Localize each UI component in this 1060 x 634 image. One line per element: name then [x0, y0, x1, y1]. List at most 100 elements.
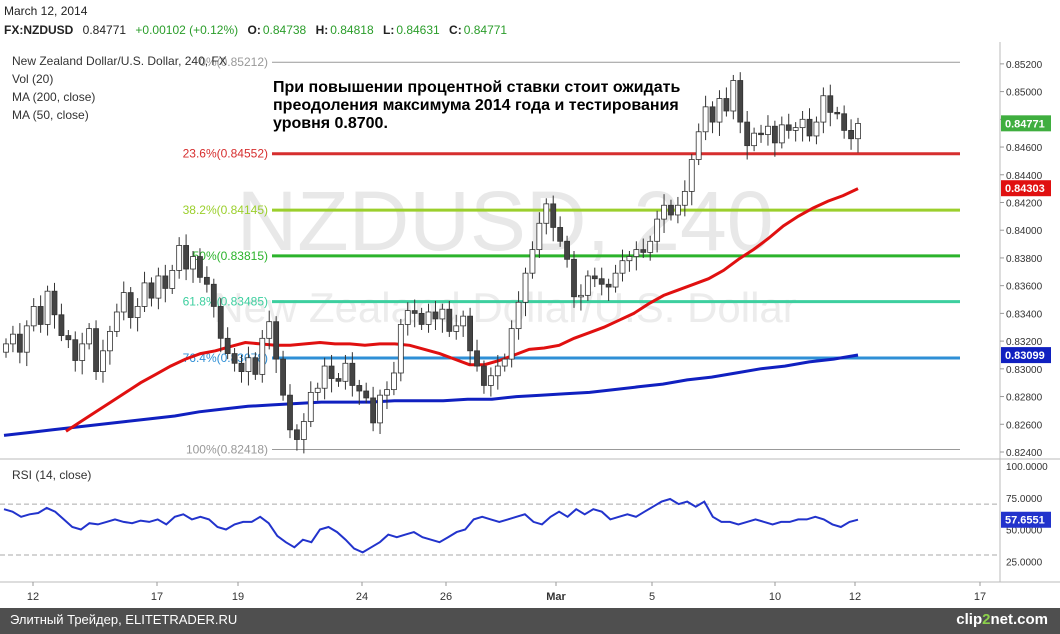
ma50-layer — [65, 187, 859, 433]
candle-body — [515, 301, 522, 330]
candle-body — [668, 204, 674, 216]
symbol-label[interactable]: FX:NZDUSD — [4, 23, 74, 37]
candle-body — [134, 306, 141, 318]
candle-body — [855, 123, 861, 140]
candle-body — [771, 125, 778, 144]
candle-body — [481, 365, 487, 386]
rsi-tick-label: 25.0000 — [1006, 557, 1043, 568]
high-value: 0.84818 — [330, 23, 374, 37]
candle-body — [377, 394, 383, 424]
candle-body — [280, 358, 286, 396]
candle-body — [792, 127, 799, 131]
candle-body — [141, 282, 148, 307]
chart-legend: New Zealand Dollar/U.S. Dollar, 240, FX … — [12, 52, 227, 124]
candle-body — [127, 292, 134, 318]
candle-body — [266, 321, 273, 339]
open-value: 0.84738 — [262, 23, 307, 37]
candle-body — [363, 390, 370, 399]
candle-body — [564, 240, 570, 260]
footer-credit: Элитный Трейдер, ELITETRADER.RU — [10, 612, 238, 627]
price-tick-label: 0.83400 — [1006, 309, 1043, 320]
candle-body — [543, 203, 550, 224]
price-chart[interactable]: NZDUSD, 240 New Zealand Dollar/U.S. Doll… — [0, 0, 1060, 608]
candle-body — [169, 270, 176, 289]
top-bar: March 12, 2014 FX:NZDUSD 0.84771 +0.0010… — [0, 0, 1060, 42]
candle-body — [460, 315, 467, 327]
close-label: C: — [449, 23, 462, 37]
candle-body — [300, 421, 307, 440]
candle-body — [65, 335, 72, 341]
candle-body — [411, 310, 418, 314]
rsi-tick-label: 100.0000 — [1006, 462, 1048, 473]
candle-body — [183, 245, 189, 270]
candle-body — [203, 276, 210, 285]
candle-body — [432, 311, 439, 320]
time-tick-label: 19 — [232, 591, 244, 603]
rsi-pane: 100.0000 75.0000 50.0000 25.0000 57.6551 — [0, 462, 1051, 568]
candle-body — [37, 306, 44, 325]
rsi-value-label: 57.6551 — [1005, 515, 1045, 527]
candle-body — [848, 129, 854, 140]
candle-body — [51, 290, 58, 316]
candle-body — [695, 131, 702, 160]
candle-body — [605, 283, 612, 288]
candles — [3, 72, 861, 454]
watermark-big: NZDUSD, 240 — [237, 174, 774, 268]
candle-body — [598, 278, 605, 285]
legend-ma200[interactable]: MA (200, close) — [12, 90, 96, 104]
time-tick-label: 24 — [356, 591, 368, 603]
ma50-line — [65, 187, 859, 433]
candle-body — [384, 389, 390, 396]
candle-body — [751, 132, 757, 147]
candle-body — [716, 98, 723, 123]
candle-body — [626, 256, 633, 262]
candle-body — [702, 106, 709, 133]
candle-body — [10, 333, 16, 345]
candle-body — [785, 124, 792, 131]
candle-body — [113, 311, 120, 332]
time-tick-label: 26 — [440, 591, 452, 603]
candle-body — [197, 256, 203, 278]
candle-body — [307, 391, 314, 422]
candle-body — [827, 95, 834, 113]
candle-body — [335, 378, 342, 382]
legend-ma50[interactable]: MA (50, close) — [12, 108, 89, 122]
legend-vol[interactable]: Vol (20) — [12, 72, 54, 86]
price-tick-label: 0.82800 — [1006, 393, 1043, 404]
candle-body — [30, 306, 37, 327]
quote-line: FX:NZDUSD 0.84771 +0.00102 (+0.12%) O: 0.… — [4, 23, 507, 37]
candle-body — [765, 125, 771, 135]
candle-body — [591, 275, 598, 280]
candle-body — [217, 306, 224, 339]
price-tick-label: 0.83200 — [1006, 337, 1043, 348]
candle-body — [619, 260, 626, 274]
rsi-tick-label: 75.0000 — [1006, 494, 1043, 505]
candle-body — [778, 124, 785, 144]
candle-body — [370, 397, 377, 424]
candle-body — [709, 106, 716, 123]
time-tick-label: 17 — [974, 591, 986, 603]
candle-body — [72, 339, 79, 361]
candle-body — [231, 353, 238, 364]
candle-body — [612, 272, 619, 288]
candle-body — [536, 222, 543, 251]
rsi-legend[interactable]: RSI (14, close) — [12, 468, 92, 482]
candle-body — [675, 204, 681, 216]
candle-body — [3, 343, 9, 353]
price-tick-label: 0.83800 — [1006, 254, 1043, 265]
candle-body — [259, 337, 266, 375]
candle-body — [584, 275, 591, 296]
candle-body — [647, 240, 654, 253]
candle-body — [273, 321, 280, 360]
time-tick-label: 5 — [649, 591, 655, 603]
brand-logo[interactable]: clip2net.com — [956, 611, 1048, 628]
candle-body — [813, 121, 820, 137]
candle-body — [661, 204, 667, 220]
annotation-text: При повышении процентной ставки стоит ож… — [273, 79, 681, 132]
price-tick-label: 0.85000 — [1006, 88, 1043, 99]
candle-body — [176, 245, 183, 271]
price-tick-label: 0.84200 — [1006, 198, 1043, 209]
price-tick-label: 0.85200 — [1006, 60, 1043, 71]
candle-body — [93, 328, 99, 373]
fib-label: 61.8%(0.83485) — [183, 295, 268, 309]
